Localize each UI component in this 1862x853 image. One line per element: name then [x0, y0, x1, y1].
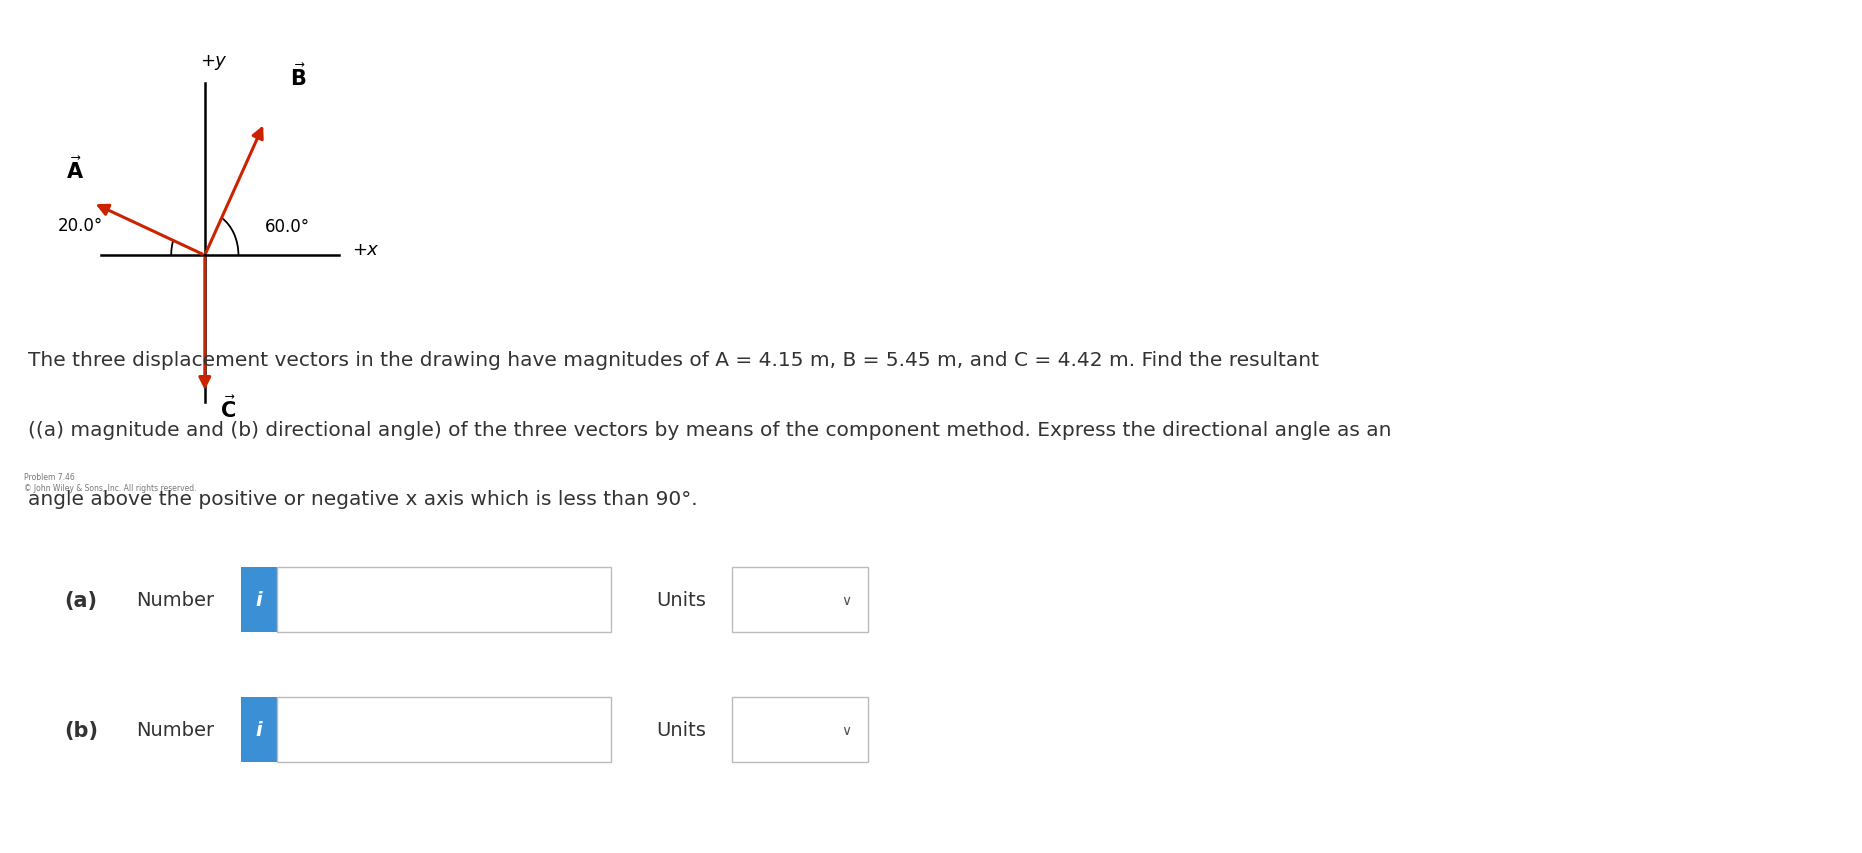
Text: i: i: [255, 590, 263, 610]
FancyBboxPatch shape: [277, 568, 611, 633]
Text: ∨: ∨: [842, 593, 851, 607]
Text: Units: Units: [657, 720, 706, 740]
Text: +y: +y: [201, 52, 225, 70]
FancyBboxPatch shape: [732, 698, 868, 763]
Text: i: i: [255, 720, 263, 740]
Text: $\vec{\mathbf{A}}$: $\vec{\mathbf{A}}$: [67, 156, 84, 183]
Text: ∨: ∨: [842, 722, 851, 737]
Text: $\vec{\mathbf{C}}$: $\vec{\mathbf{C}}$: [220, 395, 236, 422]
Text: (b): (b): [63, 720, 99, 740]
FancyBboxPatch shape: [240, 568, 277, 633]
Text: Units: Units: [657, 590, 706, 610]
Text: © John Wiley & Sons, Inc. All rights reserved.: © John Wiley & Sons, Inc. All rights res…: [24, 483, 196, 492]
FancyBboxPatch shape: [240, 698, 277, 763]
FancyBboxPatch shape: [277, 698, 611, 763]
Text: Number: Number: [136, 720, 214, 740]
Text: ((a) magnitude and (b) directional angle) of the three vectors by means of the c: ((a) magnitude and (b) directional angle…: [28, 420, 1391, 439]
Text: 20.0°: 20.0°: [58, 217, 104, 235]
Text: (a): (a): [63, 590, 97, 610]
FancyBboxPatch shape: [732, 568, 868, 633]
Text: angle above the positive or negative x axis which is less than 90°.: angle above the positive or negative x a…: [28, 490, 698, 508]
Text: Number: Number: [136, 590, 214, 610]
Text: +x: +x: [352, 241, 378, 258]
Text: Problem 7.46: Problem 7.46: [24, 473, 74, 481]
Text: $\vec{\mathbf{B}}$: $\vec{\mathbf{B}}$: [290, 63, 305, 90]
Text: 60.0°: 60.0°: [264, 218, 309, 235]
Text: The three displacement vectors in the drawing have magnitudes of A = 4.15 m, B =: The three displacement vectors in the dr…: [28, 351, 1318, 369]
